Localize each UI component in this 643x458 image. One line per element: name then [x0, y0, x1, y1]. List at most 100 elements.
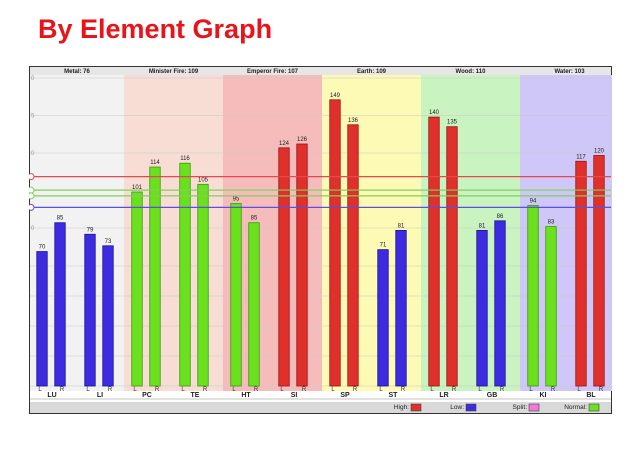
bar-value-label: 70	[39, 245, 46, 251]
reference-line-marker	[27, 173, 35, 181]
bar-value-label: 149	[330, 93, 341, 99]
bar-value-label: 135	[447, 120, 458, 126]
side-label-right: R	[203, 387, 208, 393]
side-label-right: R	[401, 387, 406, 393]
bar-value-label: 81	[398, 223, 405, 229]
bar-lu-left	[36, 251, 48, 387]
reference-line-marker	[27, 192, 35, 200]
element-header-label: Earth: 109	[357, 69, 387, 75]
element-header-label: Metal: 76	[64, 69, 90, 75]
bar-value-label: 120	[594, 149, 605, 155]
element-header-label: Emperor Fire: 107	[247, 69, 299, 75]
legend-swatch	[588, 403, 600, 412]
side-label-right: R	[599, 387, 604, 393]
side-label-left: L	[232, 387, 236, 393]
bar-lu-right	[54, 222, 66, 387]
bar-si-right	[296, 143, 308, 387]
bar-si-left	[278, 147, 290, 387]
bar-value-label: 124	[279, 141, 290, 147]
bar-value-label: 73	[105, 239, 112, 245]
meridian-label: SP	[340, 392, 350, 399]
bar-st-left	[377, 249, 389, 387]
y-tick-label: 0	[31, 226, 35, 232]
side-label-left: L	[38, 387, 42, 393]
y-tick-label: 5	[31, 114, 35, 120]
element-header-label: Water: 103	[554, 69, 585, 75]
bar-ht-left	[230, 203, 242, 387]
meridian-label: LU	[47, 392, 56, 399]
page-title: By Element Graph	[38, 14, 273, 44]
bar-value-label: 85	[251, 216, 258, 222]
bar-value-label: 114	[150, 160, 160, 166]
bar-value-label: 71	[380, 243, 387, 249]
reference-line-marker	[27, 203, 35, 211]
bar-lr-left	[428, 116, 440, 387]
legend-label: Split:	[513, 404, 528, 411]
side-label-right: R	[353, 387, 358, 393]
bar-value-label: 105	[198, 177, 209, 183]
bar-value-label: 140	[429, 110, 440, 116]
side-label-left: L	[529, 387, 533, 393]
side-label-right: R	[60, 387, 65, 393]
bar-value-label: 81	[479, 223, 486, 229]
bar-sp-right	[347, 124, 359, 387]
side-label-right: R	[452, 387, 457, 393]
bar-gb-right	[494, 220, 506, 387]
side-label-right: R	[254, 387, 259, 393]
bar-bl-left	[575, 160, 587, 387]
legend-label: Normal:	[564, 404, 587, 411]
y-tick-label: 0	[31, 76, 35, 82]
side-label-right: R	[500, 387, 505, 393]
bar-value-label: 136	[348, 118, 359, 124]
bar-lr-right	[446, 126, 458, 387]
element-header-label: Wood: 110	[456, 69, 487, 75]
bar-value-label: 85	[57, 216, 64, 222]
bar-te-right	[197, 183, 209, 387]
bar-li-left	[84, 233, 96, 387]
meridian-label: HT	[241, 392, 251, 399]
side-label-left: L	[86, 387, 90, 393]
bar-st-right	[395, 230, 407, 387]
y-tick-label: 0	[31, 151, 35, 157]
side-label-left: L	[577, 387, 581, 393]
bar-value-label: 117	[576, 154, 586, 160]
legend-swatch	[528, 403, 540, 412]
meridian-label: LI	[97, 392, 103, 399]
bar-ki-right	[545, 226, 557, 387]
reference-line-marker	[27, 186, 35, 194]
bar-value-label: 126	[297, 137, 308, 143]
side-label-right: R	[551, 387, 556, 393]
side-label-left: L	[280, 387, 284, 393]
bar-gb-left	[476, 230, 488, 387]
bar-te-left	[179, 162, 191, 387]
meridian-label: LR	[439, 392, 448, 399]
element-bar-chart: Metal: 76 Minister Fire: 109 Emperor Fire:…	[27, 66, 619, 414]
side-label-right: R	[108, 387, 113, 393]
bar-value-label: 95	[233, 197, 240, 203]
bar-value-label: 86	[497, 214, 504, 220]
side-label-left: L	[478, 387, 482, 393]
bar-value-label: 83	[548, 220, 555, 226]
element-header-label: Minister Fire: 109	[149, 69, 199, 75]
bar-ki-left	[527, 205, 539, 387]
chart-header-strip	[30, 67, 611, 75]
side-label-left: L	[430, 387, 434, 393]
legend-swatch	[465, 403, 477, 412]
side-label-right: R	[302, 387, 307, 393]
bar-value-label: 101	[132, 185, 143, 191]
side-label-left: L	[133, 387, 137, 393]
side-label-left: L	[331, 387, 335, 393]
side-label-left: L	[379, 387, 383, 393]
meridian-label: GB	[487, 392, 498, 399]
bar-ht-right	[248, 222, 260, 387]
bar-value-label: 116	[180, 156, 190, 162]
side-label-left: L	[181, 387, 185, 393]
meridian-label: KI	[540, 392, 547, 399]
meridian-label: PC	[142, 392, 152, 399]
meridian-label: SI	[291, 392, 298, 399]
meridian-label: ST	[389, 392, 399, 399]
meridian-label: BL	[586, 392, 596, 399]
side-label-right: R	[155, 387, 160, 393]
legend-swatch	[410, 403, 422, 412]
legend-label: High:	[394, 404, 409, 411]
